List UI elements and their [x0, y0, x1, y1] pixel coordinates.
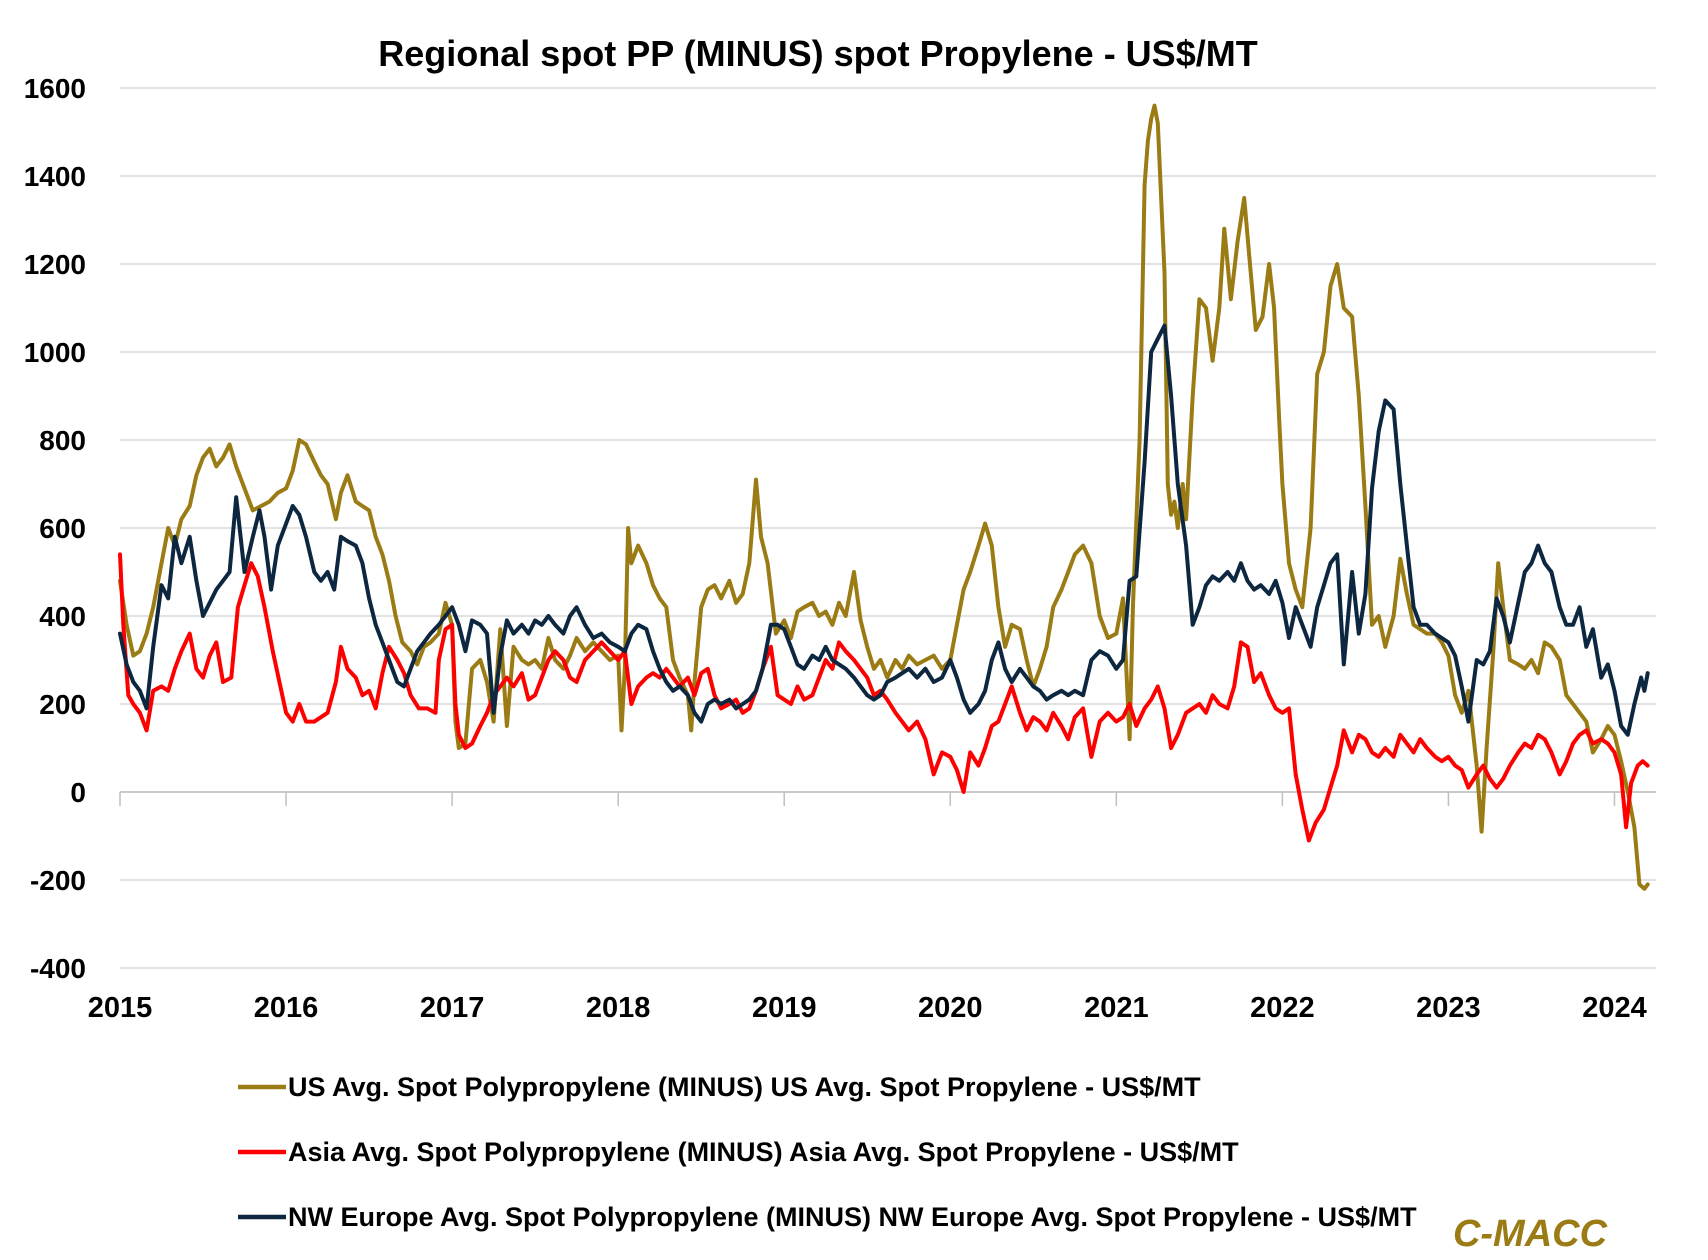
y-axis: 1600 1400 1200 1000 800 600 400 200 0 -200 -400	[24, 73, 86, 984]
series-line-1	[118, 552, 1650, 843]
x-axis: 2015 2016 2017 2018 2019 2020 2021 2022 2023 2024	[88, 792, 1647, 1024]
series-line-0	[118, 103, 1650, 891]
x-tick-label: 2021	[1084, 992, 1149, 1024]
legend-label: NW Europe Avg. Spot Polypropylene (MINUS…	[288, 1202, 1417, 1232]
x-tick-label: 2019	[752, 992, 817, 1024]
x-tick-label: 2023	[1416, 992, 1481, 1024]
y-tick-label: 200	[39, 689, 86, 720]
x-tick-label: 2020	[918, 992, 983, 1024]
y-tick-label: -200	[30, 865, 86, 896]
x-tick-label: 2016	[254, 992, 319, 1024]
legend-label: Asia Avg. Spot Polypropylene (MINUS) Asi…	[288, 1137, 1239, 1167]
y-tick-label: 0	[70, 777, 86, 808]
series-line-2	[118, 323, 1650, 737]
y-tick-label: 1600	[24, 73, 86, 104]
watermark-text: C-MACC	[1453, 1213, 1608, 1255]
legend: US Avg. Spot Polypropylene (MINUS) US Av…	[238, 1072, 1417, 1232]
y-tick-label: 1200	[24, 249, 86, 280]
y-tick-label: 400	[39, 601, 86, 632]
legend-label: US Avg. Spot Polypropylene (MINUS) US Av…	[288, 1072, 1201, 1102]
x-tick-label: 2015	[88, 992, 153, 1024]
x-tick-label: 2022	[1250, 992, 1315, 1024]
y-tick-label: 800	[39, 425, 86, 456]
y-tick-label: -400	[30, 953, 86, 984]
chart-title: Regional spot PP (MINUS) spot Propylene …	[378, 33, 1257, 74]
y-tick-label: 600	[39, 513, 86, 544]
x-tick-label: 2017	[420, 992, 485, 1024]
gridlines	[120, 87, 1656, 969]
y-tick-label: 1400	[24, 161, 86, 192]
x-tick-label: 2024	[1582, 992, 1647, 1024]
y-tick-label: 1000	[24, 337, 86, 368]
x-tick-label: 2018	[586, 992, 651, 1024]
plot-area	[118, 103, 1650, 891]
